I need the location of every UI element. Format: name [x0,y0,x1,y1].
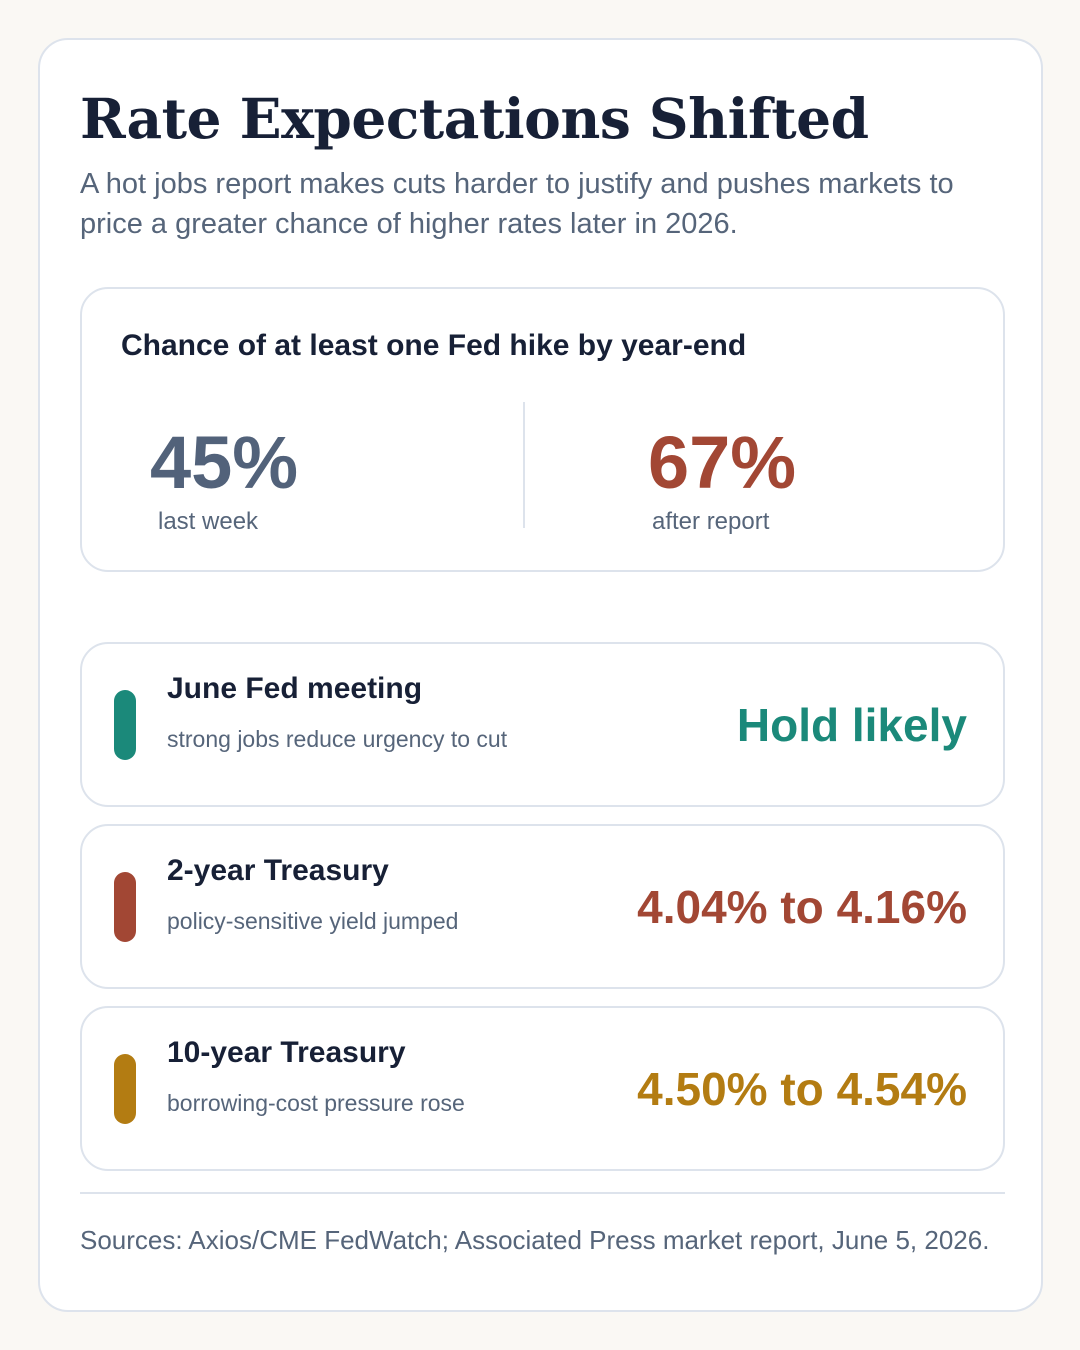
stat-divider [523,402,525,528]
row-color-marker [114,1054,136,1124]
page-title: Rate Expectations Shifted [80,86,869,151]
row-june-fed-meeting: June Fed meeting strong jobs reduce urge… [80,642,1005,807]
row-subtitle: strong jobs reduce urgency to cut [167,726,508,752]
after-report-label: after report [652,508,770,535]
row-title: 2-year Treasury [167,854,389,887]
row-color-marker [114,872,136,942]
after-report-value: 67% [648,421,797,504]
row-value: Hold likely [736,699,967,751]
infographic-card: Rate Expectations Shifted A hot jobs rep… [38,38,1043,1312]
row-value: 4.50% to 4.54% [637,1063,967,1115]
page-subtitle: A hot jobs report makes cuts harder to j… [80,168,954,240]
last-week-label: last week [158,508,259,535]
sources-note: Sources: Axios/CME FedWatch; Associated … [80,1225,990,1255]
row-color-marker [114,690,136,760]
last-week-value: 45% [150,421,299,504]
row-title: June Fed meeting [167,672,423,705]
footer-divider [80,1192,1005,1194]
row-10-year-treasury: 10-year Treasury borrowing-cost pressure… [80,1006,1005,1171]
row-title: 10-year Treasury [167,1036,406,1069]
row-value: 4.04% to 4.16% [637,881,967,933]
row-subtitle: borrowing-cost pressure rose [167,1090,465,1116]
row-2-year-treasury: 2-year Treasury policy-sensitive yield j… [80,824,1005,989]
row-subtitle: policy-sensitive yield jumped [167,908,459,934]
hike-probability-panel: Chance of at least one Fed hike by year-… [80,287,1005,572]
hike-probability-title: Chance of at least one Fed hike by year-… [121,329,747,362]
